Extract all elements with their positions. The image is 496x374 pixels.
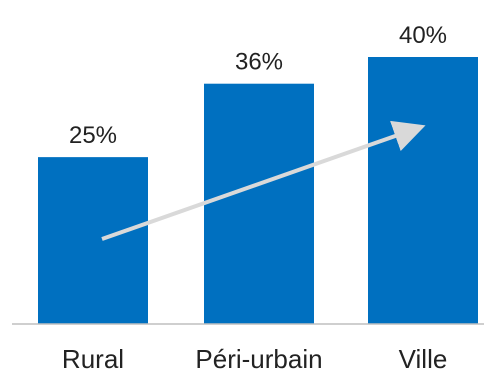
bar-peri-urbain [204, 83, 314, 324]
value-label-peri-urbain: 36% [235, 49, 283, 76]
trend-arrow [101, 120, 426, 241]
category-label-ville: Ville [399, 344, 448, 374]
category-label-rural: Rural [62, 344, 124, 374]
bar-ville [368, 57, 478, 324]
category-label-peri-urbain: Péri-urbain [195, 344, 322, 374]
value-label-ville: 40% [399, 22, 447, 49]
value-label-rural: 25% [69, 122, 117, 149]
bar-rural [38, 157, 148, 324]
